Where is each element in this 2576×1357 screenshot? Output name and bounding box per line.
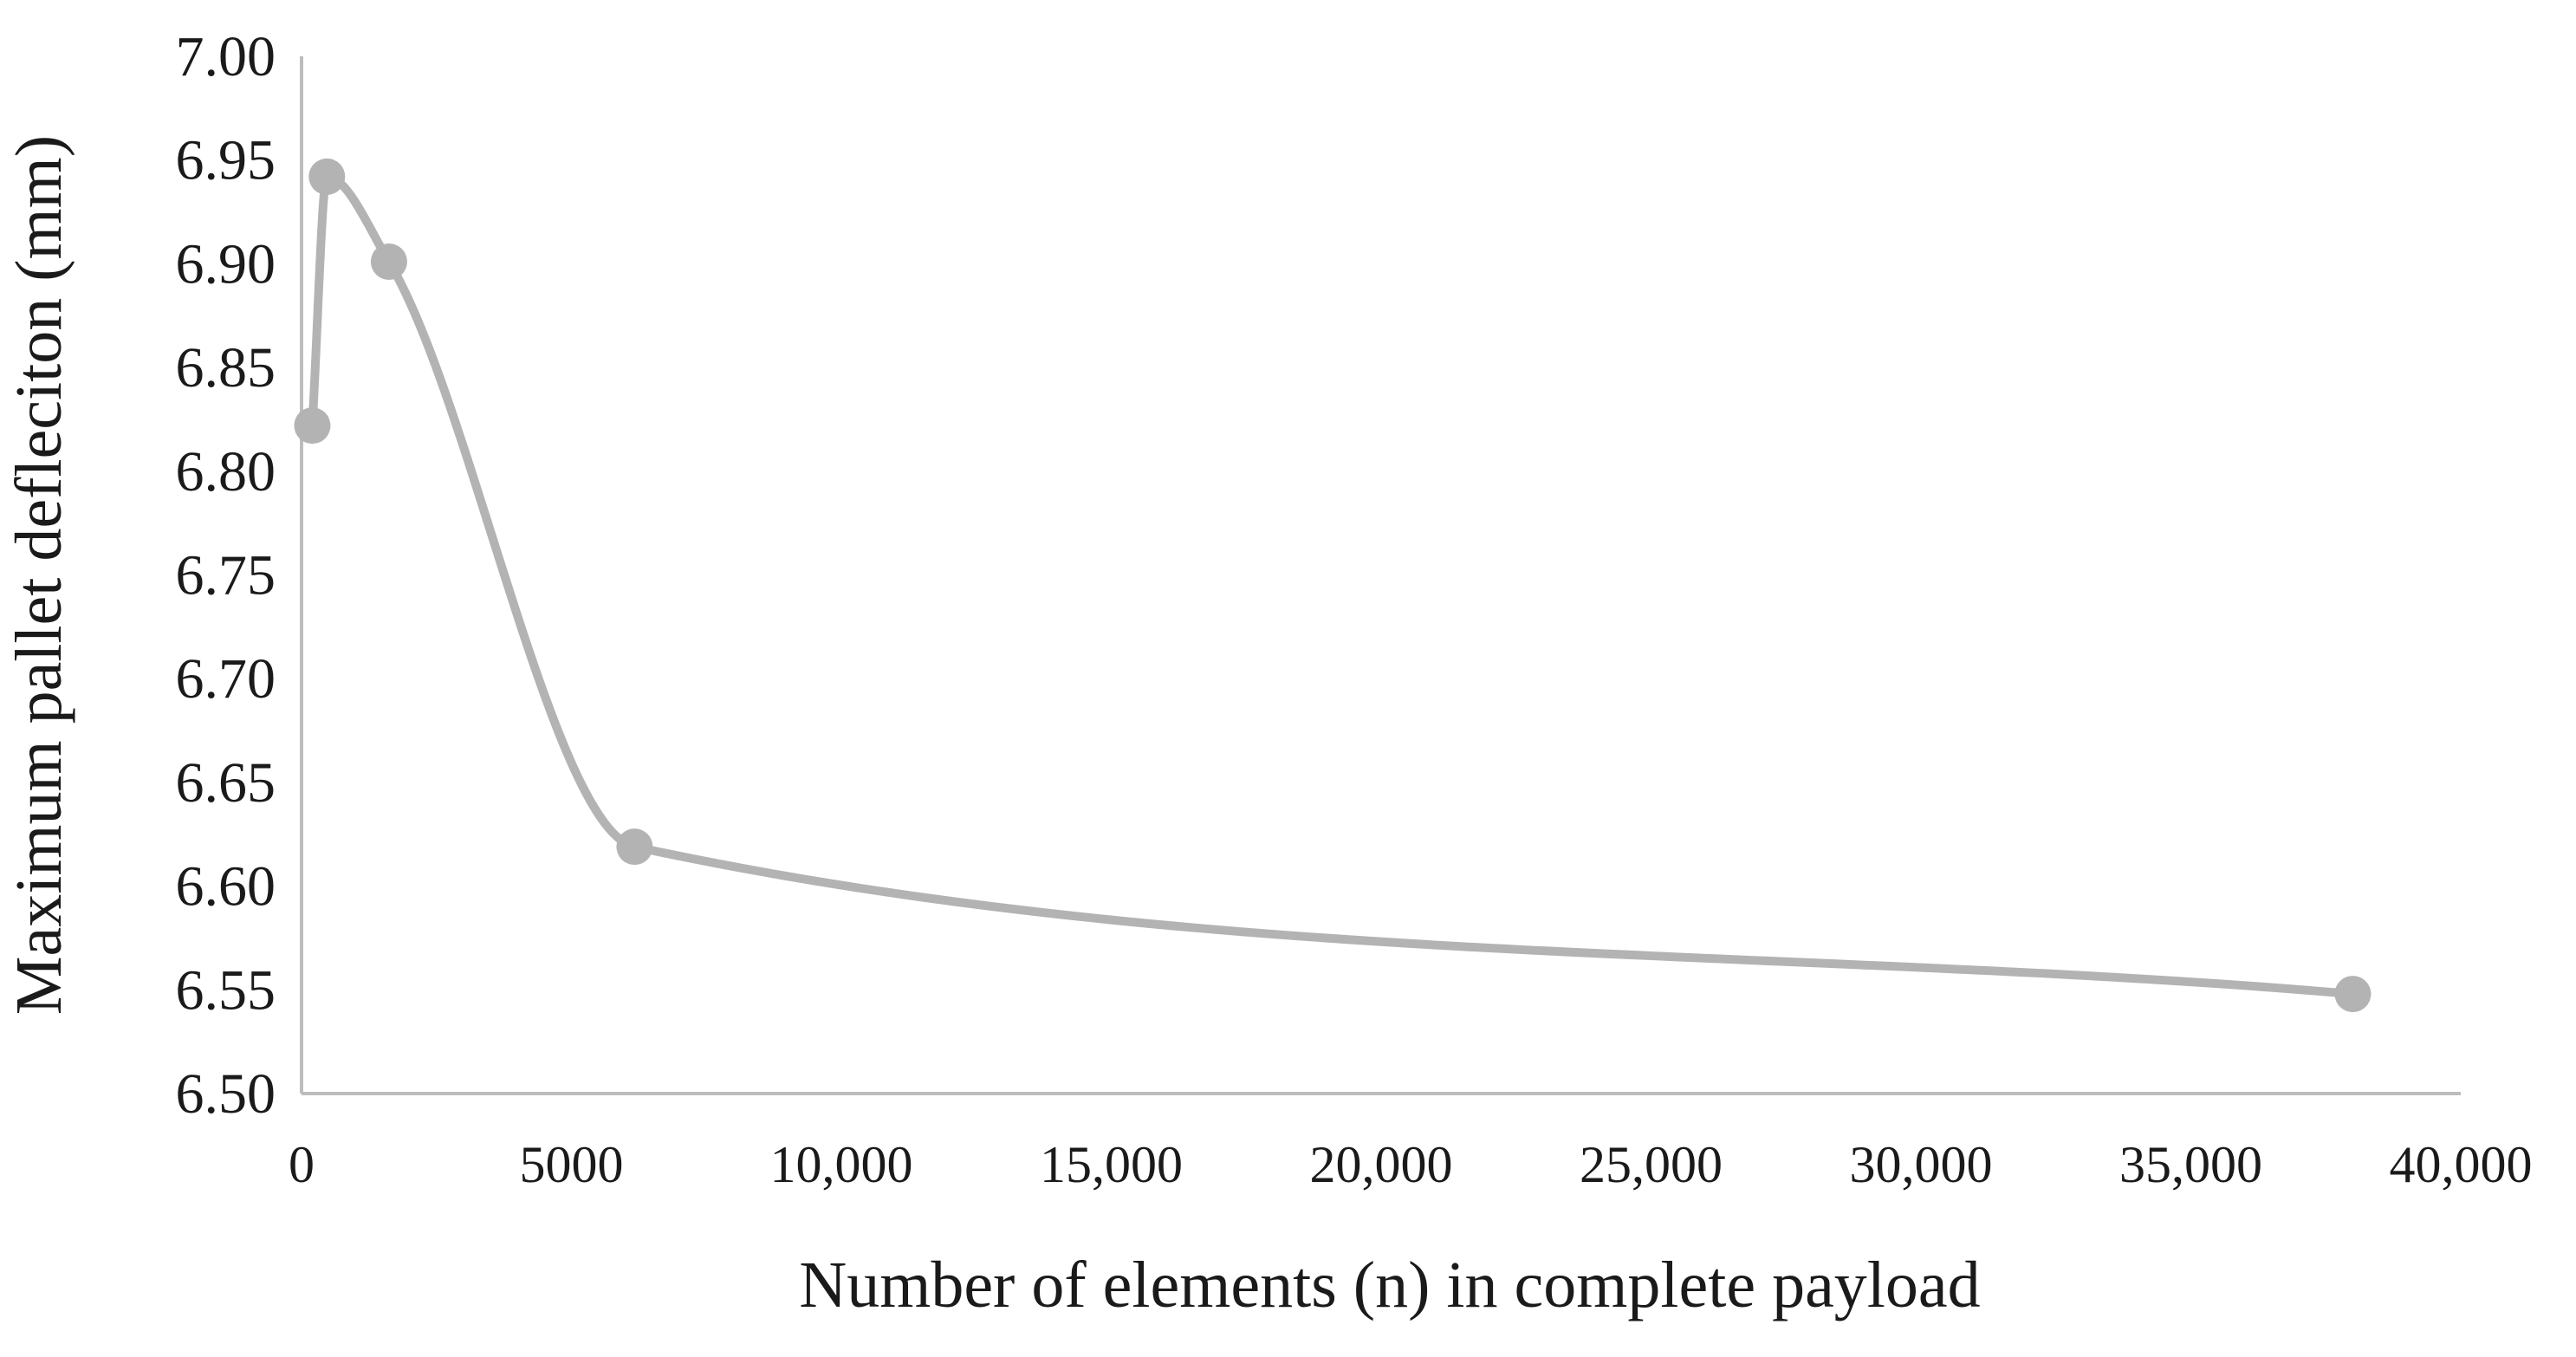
data-point-marker [2334,976,2372,1013]
y-tick-label: 6.80 [176,440,276,503]
y-tick-label: 6.55 [176,958,276,1022]
data-series [294,158,2372,1013]
x-tick-label: 5000 [520,1136,624,1193]
y-tick-label: 6.95 [176,129,276,192]
y-tick-label: 6.60 [176,855,276,919]
x-tick-label: 20,000 [1310,1136,1453,1193]
x-tick-label: 35,000 [2119,1136,2262,1193]
y-tick-label: 6.70 [176,647,276,711]
data-point-marker [370,243,407,281]
x-tick-label: 15,000 [1040,1136,1183,1193]
y-axis-title: Maximum pallet defleciton (mm) [3,135,75,1015]
series-line [308,172,2358,999]
axes [300,56,2461,1095]
data-point-marker [616,828,653,866]
x-tick-label: 30,000 [1850,1136,1993,1193]
tick-labels: 6.50 6.55 6.60 6.65 6.70 6.75 6.80 6.85 6.90 6.95… [176,25,2533,1193]
y-tick-label: 6.85 [176,336,276,399]
y-tick-label: 6.75 [176,544,276,607]
x-tick-label: 25,000 [1580,1136,1723,1193]
y-tick-label: 7.00 [176,25,276,88]
data-point-marker [308,158,346,195]
x-axis-title: Number of elements (n) in complete paylo… [799,1249,1980,1321]
x-tick-label: 0 [289,1136,315,1193]
y-tick-label: 6.50 [176,1062,276,1126]
data-point-marker [294,407,331,445]
y-tick-label: 6.65 [176,751,276,815]
x-tick-label: 10,000 [770,1136,913,1193]
x-tick-label: 40,000 [2390,1136,2533,1193]
y-tick-label: 6.90 [176,232,276,295]
